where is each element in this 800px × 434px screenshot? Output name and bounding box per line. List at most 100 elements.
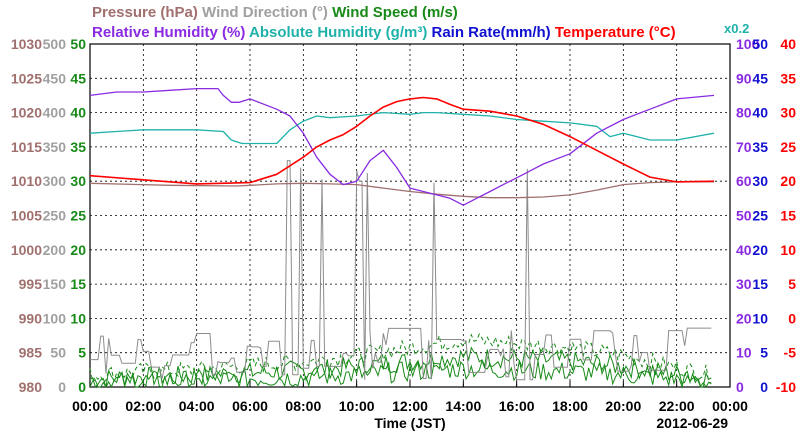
humidity-tick-label: 0 [736,379,744,395]
wind_speed-tick-label: 50 [70,36,86,52]
rain-tick-label: 25 [752,208,768,224]
relative-humidity-line [89,87,715,206]
humidity-tick-label: 30 [736,276,752,292]
rain-tick-label: 45 [752,70,768,86]
pressure-tick-label: 985 [19,345,43,361]
temperature-tick-label: 40 [780,36,796,52]
wind_direction-tick-label: 0 [58,379,66,395]
temperature-tick-label: 5 [788,276,796,292]
wind_direction-tick-label: 150 [43,276,67,292]
x-tick-label: 08:00 [285,398,321,414]
wind_speed-tick-label: 5 [78,345,86,361]
wind_direction-tick-label: 350 [43,139,67,155]
temperature-tick-label: 25 [780,139,796,155]
rain-tick-label: 50 [752,36,768,52]
x-tick-label: 12:00 [392,398,428,414]
rain-tick-label: 0 [760,379,768,395]
humidity-tick-label: 70 [736,139,752,155]
wind-speed-line [89,346,712,389]
rain-tick-label: 10 [752,310,768,326]
x-tick-label: 04:00 [179,398,215,414]
humidity-tick-label: 50 [736,208,752,224]
x-tick-label: 22:00 [659,398,695,414]
wind_speed-tick-label: 45 [70,70,86,86]
pressure-tick-label: 995 [19,276,43,292]
x-tick-label: 20:00 [605,398,641,414]
x-tick-label: 00:00 [72,398,108,414]
temperature-tick-label: 15 [780,208,796,224]
temperature-tick-label: 35 [780,70,796,86]
wind_direction-tick-label: 300 [43,173,67,189]
temperature-tick-label: -10 [776,379,796,395]
rain-tick-label: 15 [752,276,768,292]
wind_direction-tick-label: 200 [43,242,67,258]
wind_direction-tick-label: 500 [43,36,67,52]
date-label: 2012-06-29 [656,415,728,431]
temperature-tick-label: 20 [780,173,796,189]
wind_speed-tick-label: 15 [70,276,86,292]
rain-tick-label: 20 [752,242,768,258]
rain-tick-label: 30 [752,173,768,189]
wind_direction-tick-label: 50 [50,345,66,361]
wind_speed-tick-label: 40 [70,105,86,121]
pressure-tick-label: 1005 [11,208,42,224]
pressure-tick-label: 1015 [11,139,42,155]
pressure-tick-label: 1000 [11,242,42,258]
legend-entry: Temperature (°C) [551,24,676,41]
temperature-tick-label: 30 [780,105,796,121]
wind_direction-tick-label: 250 [43,208,67,224]
wind_direction-tick-label: 450 [43,70,67,86]
x-tick-label: 10:00 [339,398,375,414]
humidity-tick-label: 100 [736,36,760,52]
wind_direction-tick-label: 400 [43,105,67,121]
wind-speed-line [89,359,712,389]
legend-entry: Relative Humidity (%) [92,24,245,41]
rain-tick-label: 5 [760,345,768,361]
rain-tick-label: 40 [752,105,768,121]
humidity-tick-label: 90 [736,70,752,86]
pressure-tick-label: 1020 [11,105,42,121]
legend-row-1: Pressure (hPa) Wind Direction (°) Wind S… [92,4,458,21]
wind_speed-tick-label: 10 [70,310,86,326]
x-tick-label: 00:00 [712,398,748,414]
humidity-tick-label: 60 [736,173,752,189]
wind-speed-line [89,333,712,384]
pressure-tick-label: 990 [19,310,43,326]
rain-scale-note: x0.2 [724,21,749,36]
wind_speed-tick-label: 20 [70,242,86,258]
temperature-tick-label: 10 [780,242,796,258]
temperature-line [89,96,715,185]
wind_speed-tick-label: 30 [70,173,86,189]
legend-entry: Pressure (hPa) [92,4,198,21]
legend-entry: Wind Speed (m/s) [328,4,458,21]
wind-direction-line [90,160,712,381]
absolute-humidity-line [89,111,715,145]
x-tick-label: 14:00 [445,398,481,414]
legend-entry: Wind Direction (°) [198,4,328,21]
x-tick-label: 16:00 [499,398,535,414]
wind_speed-tick-label: 25 [70,208,86,224]
humidity-tick-label: 40 [736,242,752,258]
wind_speed-tick-label: 35 [70,139,86,155]
legend-entry: Rain Rate(mm/h) [427,24,550,41]
pressure-line [89,181,714,199]
rain-tick-label: 35 [752,139,768,155]
humidity-tick-label: 10 [736,345,752,361]
x-tick-label: 02:00 [125,398,161,414]
x-tick-label: 18:00 [552,398,588,414]
pressure-tick-label: 1025 [11,70,42,86]
temperature-tick-label: -5 [784,345,797,361]
temperature-tick-label: 0 [788,310,796,326]
pressure-tick-label: 1010 [11,173,42,189]
humidity-tick-label: 20 [736,310,752,326]
pressure-tick-label: 1030 [11,36,42,52]
wind_speed-tick-label: 0 [78,379,86,395]
legend-row-2: Relative Humidity (%) Absolute Humidity … [92,24,676,41]
wind_direction-tick-label: 100 [43,310,67,326]
humidity-tick-label: 80 [736,105,752,121]
x-tick-label: 06:00 [232,398,268,414]
legend-entry: Absolute Humidity (g/m³) [245,24,427,41]
pressure-tick-label: 980 [19,379,43,395]
x-axis-label: Time (JST) [374,415,445,431]
